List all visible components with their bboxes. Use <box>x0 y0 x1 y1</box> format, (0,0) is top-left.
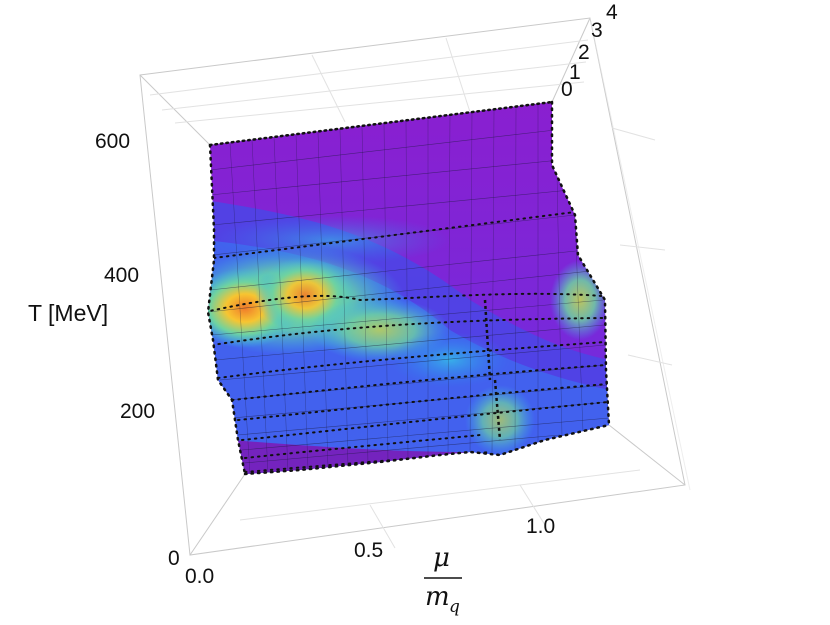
x-tick-label: 0.0 <box>185 565 214 588</box>
x-axis-title-numerator: μ <box>433 543 450 573</box>
y-tick-label: 200 <box>120 400 155 423</box>
z-tick-label: 0 <box>561 78 573 101</box>
surface <box>206 100 611 476</box>
grid-lines <box>149 17 691 549</box>
x-axis-title-denominator: m <box>425 582 450 612</box>
y-tick-label: 600 <box>95 130 130 153</box>
x-tick-label: 1.0 <box>526 515 555 538</box>
z-tick-label: 1 <box>569 61 581 84</box>
x-axis-title-subscript: q <box>449 597 460 617</box>
z-tick-label: 3 <box>591 19 603 42</box>
z-tick-label: 4 <box>606 1 618 24</box>
x-tick-label: 0.5 <box>354 539 383 562</box>
z-tick-label: 2 <box>578 41 590 64</box>
y-axis: 600 400 200 T [MeV] <box>28 130 155 423</box>
x-axis: 0.0 0.5 1.0 μ m q <box>185 515 555 617</box>
z-tick-label: 0 <box>168 547 180 570</box>
y-tick-label: 400 <box>104 264 139 287</box>
y-axis-title: T [MeV] <box>28 300 108 326</box>
z-axis: 0 0 1 2 3 4 <box>168 1 618 570</box>
